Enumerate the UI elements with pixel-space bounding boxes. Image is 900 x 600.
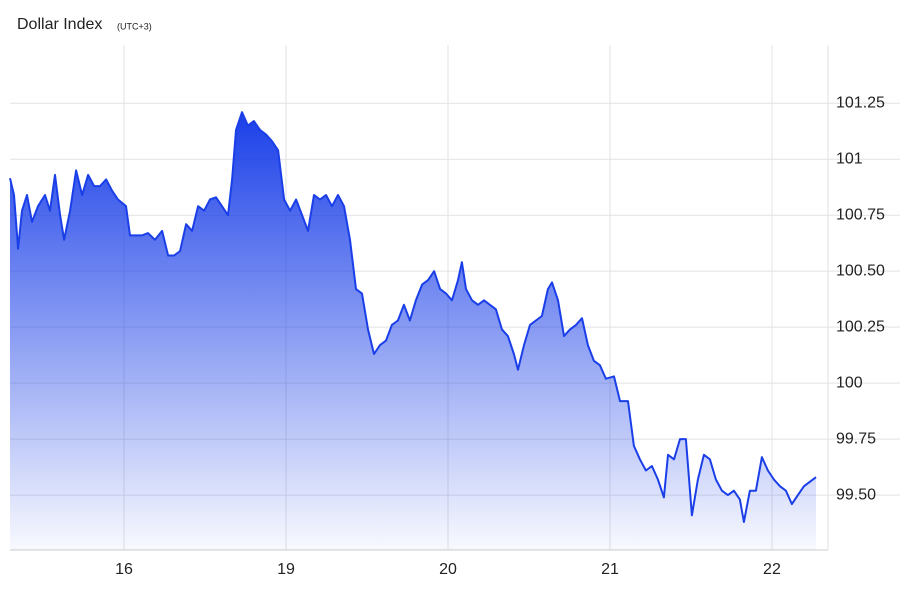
chart-subtitle: (UTC+3)	[117, 21, 152, 31]
x-tick-label: 20	[439, 561, 457, 578]
x-tick-label: 19	[277, 561, 295, 578]
x-tick-label: 21	[601, 561, 619, 578]
y-tick-label: 101.25	[836, 94, 885, 111]
y-tick-label: 101	[836, 150, 863, 167]
y-tick-label: 100.25	[836, 318, 885, 335]
y-tick-label: 100	[836, 374, 863, 391]
y-tick-label: 99.75	[836, 430, 876, 447]
x-tick-label: 22	[763, 561, 781, 578]
line	[9, 111, 817, 523]
y-tick-label: 99.50	[836, 486, 876, 503]
x-tick-label: 16	[115, 561, 133, 578]
y-tick-label: 100.50	[836, 262, 885, 279]
y-tick-label: 100.75	[836, 206, 885, 223]
area	[10, 112, 816, 550]
chart-title: Dollar Index	[17, 16, 102, 33]
